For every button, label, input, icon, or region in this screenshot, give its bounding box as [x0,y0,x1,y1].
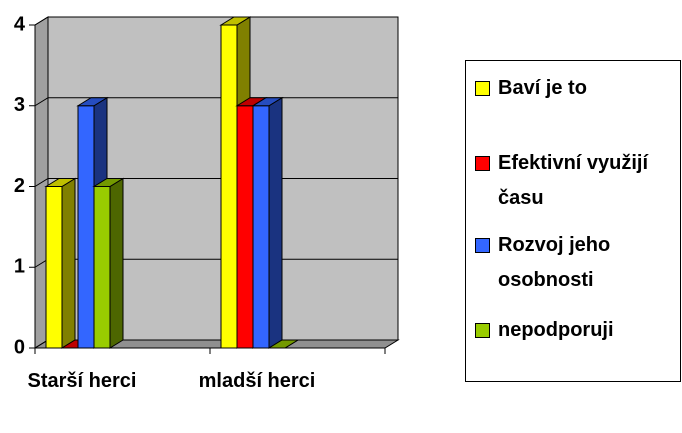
legend-label: Baví je to [498,77,587,99]
legend-swatch [475,238,490,253]
bar-top [76,97,109,107]
bar-front [77,105,95,349]
legend-label: Rozvoj jeho osobnosti [498,234,611,291]
legend-label: Efektivní využijí času [498,152,649,209]
legend-label: nepodporuji [498,319,614,341]
bar-front [236,105,254,349]
legend [465,60,681,382]
bar-top [267,339,300,349]
bar [92,177,125,349]
y-tick-label: 1 [14,256,25,278]
bar-side [268,96,283,349]
bar [251,96,284,349]
legend-swatch [475,81,490,96]
bar [44,177,77,349]
x-tick-label: mladší herci [198,370,316,392]
x-tick-label: Starší herci [27,370,137,392]
legend-swatch [475,156,490,171]
bar-side [109,177,124,349]
legend-swatch [475,323,490,338]
bar-top [251,97,284,107]
bar-side [61,177,76,349]
bar-front [93,186,111,349]
y-tick-label: 0 [14,336,25,358]
bar-front [45,186,63,349]
bar-front [252,105,270,349]
bar [267,339,300,349]
y-tick-label: 2 [14,175,25,197]
bar-top [92,178,125,187]
y-tick-label: 3 [14,94,25,116]
grid-line [34,16,398,26]
bar-top [44,178,77,187]
bar-front [220,24,238,349]
y-tick-label: 4 [14,13,26,35]
bar-top [219,16,252,26]
